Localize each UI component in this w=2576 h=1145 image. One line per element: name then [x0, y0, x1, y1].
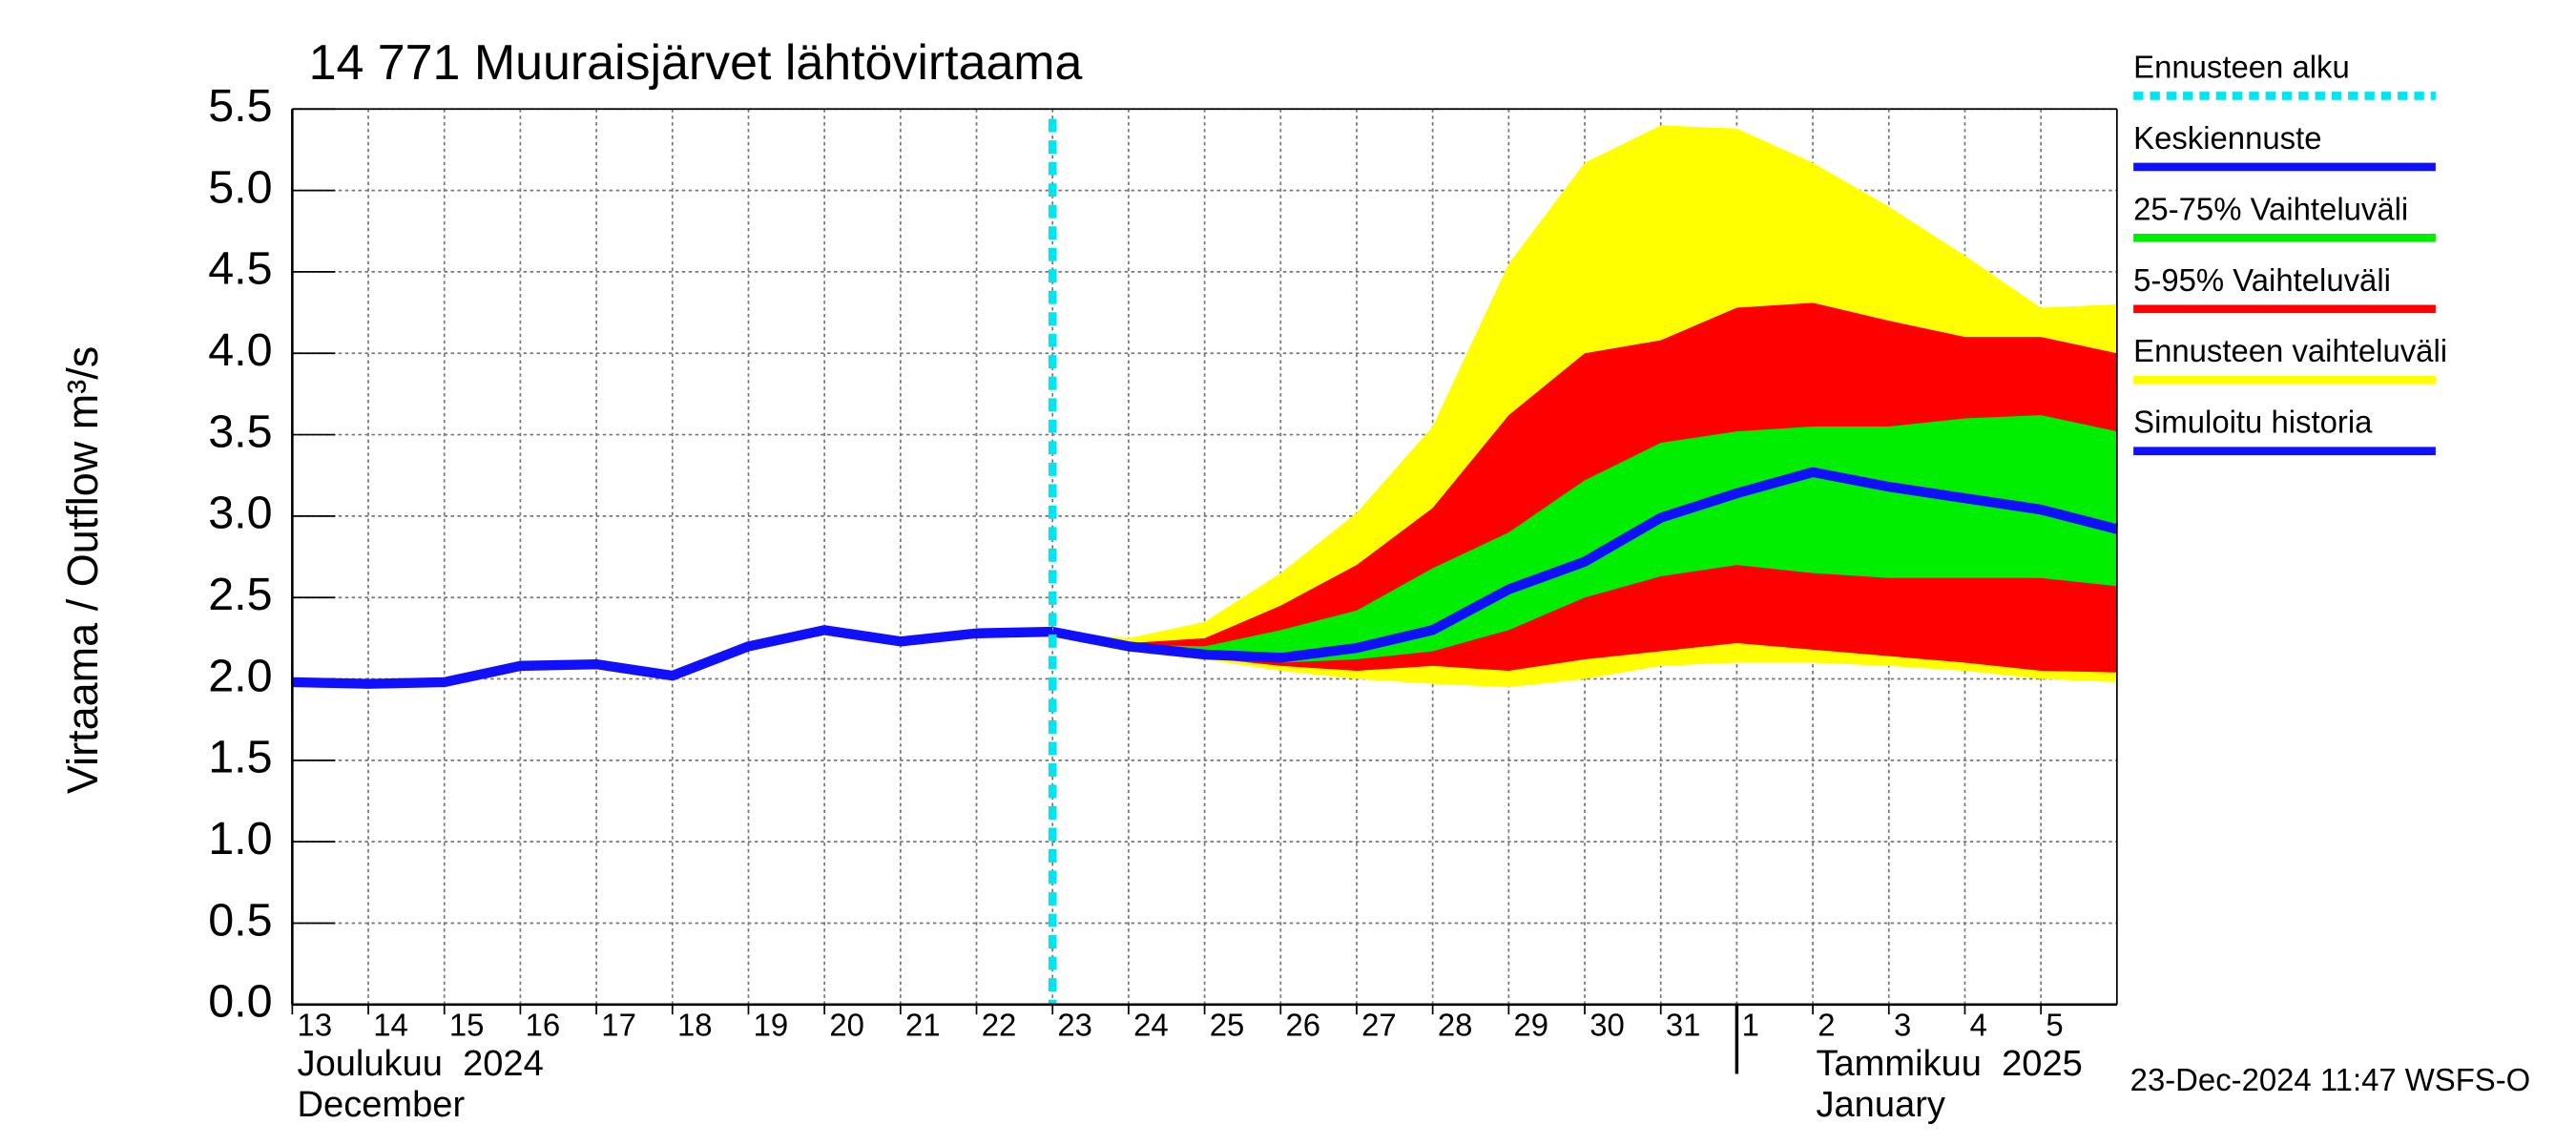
- x-tick-label: 30: [1589, 1008, 1625, 1043]
- y-tick-label: 5.0: [208, 161, 272, 213]
- y-tick-label: 1.5: [208, 732, 272, 783]
- legend-label: Simuloitu historia: [2133, 405, 2373, 440]
- x-tick-label: 3: [1894, 1008, 1911, 1043]
- y-tick-label: 0.5: [208, 894, 272, 946]
- y-tick-label: 0.0: [208, 976, 272, 1028]
- x-tick-label: 25: [1210, 1008, 1245, 1043]
- month-label: Joulukuu 2024: [298, 1044, 544, 1084]
- x-tick-label: 31: [1666, 1008, 1701, 1043]
- y-tick-label: 2.0: [208, 650, 272, 701]
- x-tick-label: 28: [1438, 1008, 1473, 1043]
- x-tick-label: 29: [1514, 1008, 1549, 1043]
- x-tick-label: 14: [373, 1008, 408, 1043]
- x-tick-label: 26: [1285, 1008, 1320, 1043]
- footer: 23-Dec-2024 11:47 WSFS-O: [2130, 1062, 2531, 1097]
- y-tick-label: 2.5: [208, 569, 272, 620]
- x-tick-label: 18: [677, 1008, 713, 1043]
- chart-title: 14 771 Muuraisjärvet lähtövirtaama: [309, 35, 1083, 91]
- y-tick-label: 1.0: [208, 813, 272, 864]
- x-tick-label: 17: [601, 1008, 636, 1043]
- y-tick-label: 3.0: [208, 488, 272, 539]
- legend-label: Ennusteen vaihteluväli: [2133, 333, 2447, 368]
- line: [292, 625, 1053, 689]
- x-tick-label: 1: [1742, 1008, 1759, 1043]
- month-label: Tammikuu 2025: [1816, 1044, 2082, 1084]
- y-tick-label: 4.0: [208, 324, 272, 376]
- x-tick-label: 15: [449, 1008, 485, 1043]
- x-tick-label: 5: [2046, 1008, 2063, 1043]
- y-axis-label: Virtaama / Outflow m³/s: [58, 346, 107, 794]
- x-tick-label: 24: [1133, 1008, 1169, 1043]
- month-label: January: [1816, 1085, 1944, 1125]
- y-tick-label: 3.5: [208, 406, 272, 457]
- x-tick-label: 27: [1361, 1008, 1397, 1043]
- y-tick-label: 5.5: [208, 80, 272, 132]
- y-tick-label: 4.5: [208, 243, 272, 295]
- x-tick-label: 4: [1970, 1008, 1987, 1043]
- x-tick-label: 16: [526, 1008, 561, 1043]
- line: [1051, 467, 2119, 663]
- x-tick-label: 13: [298, 1008, 333, 1043]
- x-tick-label: 22: [982, 1008, 1017, 1043]
- x-tick-label: 2: [1818, 1008, 1835, 1043]
- legend-label: 25-75% Vaihteluväli: [2133, 191, 2408, 226]
- legend-label: Keskiennuste: [2133, 120, 2321, 156]
- x-tick-label: 21: [905, 1008, 941, 1043]
- month-label: December: [298, 1085, 466, 1125]
- x-tick-label: 23: [1057, 1008, 1092, 1043]
- x-tick-label: 19: [754, 1008, 789, 1043]
- x-tick-label: 20: [829, 1008, 864, 1043]
- legend-label: 5-95% Vaihteluväli: [2133, 262, 2391, 298]
- legend-label: Ennusteen alku: [2133, 49, 2350, 84]
